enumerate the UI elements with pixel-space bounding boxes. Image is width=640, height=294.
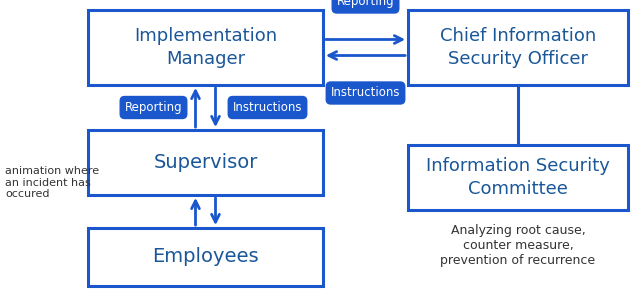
Text: Analyzing root cause,
counter measure,
prevention of recurrence: Analyzing root cause, counter measure, p… <box>440 224 596 267</box>
FancyBboxPatch shape <box>88 130 323 195</box>
Text: Instructions: Instructions <box>331 86 400 99</box>
Text: Chief Information
Security Officer: Chief Information Security Officer <box>440 27 596 68</box>
Text: Instructions: Instructions <box>233 101 302 114</box>
Text: Employees: Employees <box>152 248 259 266</box>
Text: animation where
an incident has
occured: animation where an incident has occured <box>5 166 99 199</box>
FancyBboxPatch shape <box>88 10 323 85</box>
Text: Reporting: Reporting <box>337 0 394 9</box>
Text: Supervisor: Supervisor <box>154 153 258 172</box>
Text: Implementation
Manager: Implementation Manager <box>134 27 277 68</box>
FancyBboxPatch shape <box>88 228 323 286</box>
FancyBboxPatch shape <box>408 145 628 210</box>
FancyBboxPatch shape <box>408 10 628 85</box>
Text: Information Security
Committee: Information Security Committee <box>426 157 610 198</box>
Text: Reporting: Reporting <box>125 101 182 114</box>
